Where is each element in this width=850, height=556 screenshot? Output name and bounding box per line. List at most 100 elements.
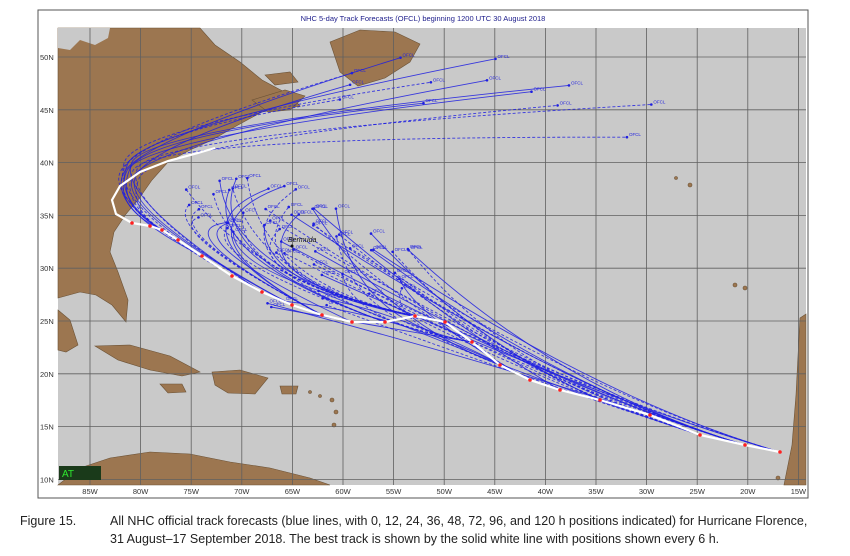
- forecast-label: OFCL: [278, 248, 290, 253]
- forecast-point: [393, 271, 397, 275]
- latitude-label: 50N: [40, 53, 54, 62]
- forecast-point: [350, 71, 354, 75]
- latitude-label: 30N: [40, 264, 54, 273]
- forecast-label: OFCL: [395, 247, 407, 252]
- longitude-label: 40W: [538, 487, 554, 496]
- forecast-track: [121, 99, 340, 241]
- forecast-label: OFCL: [560, 100, 572, 105]
- forecast-label: OFCL: [373, 245, 385, 250]
- forecast-point: [212, 192, 215, 196]
- forecast-label: OFCL: [317, 246, 329, 251]
- forecast-point: [225, 221, 229, 224]
- best-track-position: [413, 314, 417, 318]
- best-track-position: [383, 320, 387, 324]
- forecast-point: [266, 302, 269, 305]
- longitude-label: 30W: [639, 487, 655, 496]
- latitude-label: 15N: [40, 423, 54, 432]
- forecast-point: [275, 251, 278, 254]
- forecast-label: OFCL: [315, 204, 327, 209]
- forecast-label: OFCL: [341, 230, 353, 235]
- forecast-label: OFCL: [316, 219, 328, 224]
- forecast-point: [278, 227, 281, 231]
- best-track-position: [230, 274, 234, 278]
- forecast-track: [280, 214, 416, 317]
- forecast-track: [263, 225, 446, 323]
- forecast-point: [267, 187, 270, 190]
- forecast-label: OFCL: [230, 218, 242, 223]
- forecast-label: OFCL: [201, 204, 213, 209]
- forecast-track: [336, 236, 473, 343]
- forecast-point: [297, 213, 301, 216]
- forecast-point: [312, 263, 316, 266]
- forecast-point: [407, 248, 410, 252]
- forecast-point: [335, 235, 338, 238]
- forecast-track: [291, 214, 746, 446]
- forecast-point: [391, 250, 394, 254]
- forecast-point: [337, 233, 341, 236]
- forecast-label: OFCL: [373, 229, 385, 234]
- forecast-label: OFCL: [266, 220, 278, 225]
- forecast-label: OFCL: [316, 259, 328, 264]
- forecast-label: OFCL: [245, 208, 257, 213]
- forecast-track: [191, 216, 323, 316]
- forecast-track: [230, 185, 323, 316]
- basin-box: [59, 466, 101, 480]
- best-track-position: [598, 398, 602, 402]
- longitude-label: 80W: [133, 487, 149, 496]
- forecast-point: [367, 292, 371, 295]
- forecast-label: OFCL: [653, 99, 665, 104]
- forecast-label: OFCL: [200, 212, 212, 217]
- forecast-label: OFCL: [272, 215, 284, 220]
- forecast-label: OFCL: [283, 237, 295, 242]
- forecast-point: [264, 207, 267, 211]
- forecast-point: [325, 303, 328, 307]
- best-track-position: [290, 303, 294, 307]
- forecast-track: [120, 57, 401, 257]
- longitude-label: 60W: [335, 487, 351, 496]
- forecast-point: [283, 184, 286, 188]
- forecast-label: OFCL: [231, 185, 243, 190]
- forecast-point: [530, 90, 533, 93]
- forecast-track: [123, 58, 496, 231]
- forecast-label: OFCL: [352, 80, 364, 85]
- forecast-point: [625, 135, 629, 139]
- forecast-label: OFCL: [270, 298, 282, 303]
- latitude-label: 35N: [40, 211, 54, 220]
- forecast-track: [349, 247, 781, 453]
- best-track-position: [498, 363, 502, 367]
- longitude-label: 50W: [436, 487, 452, 496]
- forecast-point: [218, 179, 221, 183]
- forecast-point: [245, 176, 249, 180]
- forecast-point: [270, 305, 273, 309]
- best-track-position: [260, 290, 264, 294]
- forecast-point: [314, 250, 317, 253]
- forecast-track: [399, 288, 501, 366]
- forecast-label: OFCL: [402, 53, 414, 58]
- best-track-position: [130, 221, 134, 225]
- forecast-label: OFCL: [342, 95, 354, 100]
- forecast-label: OFCL: [270, 184, 282, 189]
- forecast-label: OFCL: [489, 75, 501, 80]
- forecast-point: [400, 286, 404, 290]
- forecast-label: OFCL: [354, 68, 366, 73]
- forecast-label: OFCL: [235, 227, 247, 232]
- forecast-label: OFCL: [286, 296, 298, 301]
- best-track-position: [698, 433, 702, 437]
- forecast-label: OFCL: [191, 200, 203, 205]
- best-track-position: [320, 313, 324, 317]
- forecast-label: OFCL: [629, 132, 641, 137]
- track-map: OFCL OFCL OFCL OFCL OFCL OFCL OFCL OFCL OFCL OFCL…: [37, 9, 809, 499]
- best-track-position: [648, 413, 652, 417]
- longitude-label: 15W: [791, 487, 807, 496]
- forecast-track: [370, 233, 601, 401]
- forecast-point: [197, 207, 201, 211]
- forecast-label: OFCL: [296, 245, 308, 250]
- forecast-point: [348, 247, 352, 250]
- forecast-label: OFCL: [229, 218, 241, 223]
- forecast-point: [241, 211, 245, 215]
- forecast-track: [129, 84, 570, 293]
- land: [57, 27, 807, 486]
- forecast-point: [317, 289, 320, 293]
- forecast-track: [122, 91, 532, 231]
